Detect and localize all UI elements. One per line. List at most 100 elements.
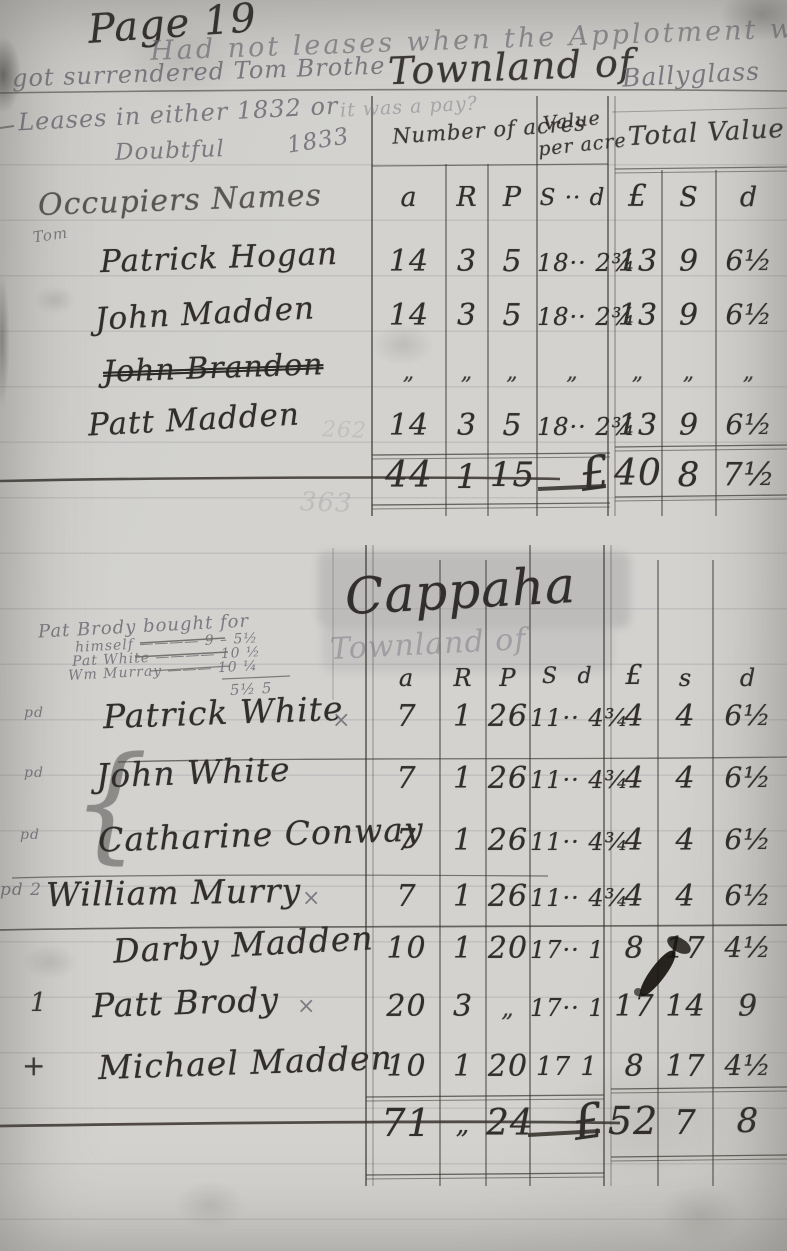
cell-perches: 20 (487, 1049, 529, 1084)
cell-perches: 5 (502, 244, 523, 279)
cell-roods: 3 (456, 408, 478, 443)
cell-acres: 14 (388, 244, 430, 279)
cell-pence-ditto: „ (742, 360, 756, 385)
occupier-name: John White (95, 749, 292, 796)
cross-mark: × (297, 994, 317, 1019)
cell-pence: 6½ (724, 823, 772, 856)
total-perches: 15 (489, 455, 536, 495)
unit-letter-p: P (502, 182, 523, 213)
cell-acres: 7 (396, 879, 417, 914)
cell-pence: 9 (737, 989, 759, 1024)
cell-perches: 20 (487, 931, 529, 966)
cell-shillings: 4 (675, 761, 696, 796)
cell-shillings: 4 (675, 823, 696, 858)
cell-pence: 6½ (724, 761, 772, 794)
ink-blot (634, 988, 642, 996)
erasure-smudge (322, 626, 612, 672)
unit-letter-r: R (453, 664, 473, 692)
cell-pounds-ditto: „ (631, 360, 645, 385)
cell-shillings-ditto: „ (682, 360, 696, 385)
cell-pence: 4½ (724, 931, 772, 964)
margin-brace: { (72, 730, 150, 877)
unit-letter-d: d (739, 182, 759, 213)
paid-mark: pd (20, 827, 40, 843)
cell-rate: 17 1 (536, 1052, 598, 1082)
cell-perches: 26 (487, 761, 529, 796)
cell-rate: 11·· 4¾ (530, 766, 629, 794)
col-header-total-value: Total Value (627, 113, 786, 153)
total-acres: 71 (381, 1101, 432, 1145)
townland-label: Townland of (387, 40, 635, 94)
total-roods-ditto: „ (455, 1110, 471, 1140)
cell-perches: 26 (487, 823, 529, 858)
cell-acres: 20 (386, 989, 427, 1024)
paid-mark: pd 2 (0, 880, 42, 900)
unit-letter-a: a (398, 664, 415, 692)
cell-shillings: 9 (678, 408, 700, 443)
cell-rate: 17·· 1 (530, 994, 605, 1022)
unit-letter-s2: s (678, 664, 693, 692)
unit-letter-s: S (541, 664, 559, 689)
cell-acres: 10 (386, 931, 427, 966)
unit-letter-s: S (679, 182, 699, 213)
cell-pounds: 4 (624, 699, 645, 734)
cell-pounds: 8 (624, 931, 645, 966)
cell-pence: 6½ (724, 699, 772, 732)
unit-letter-a: a (400, 182, 418, 213)
cell-roods: 1 (452, 1049, 474, 1084)
cell-perches-ditto: „ (506, 360, 519, 385)
erasure-smudge (318, 552, 630, 628)
cell-shillings: 17 (665, 1049, 706, 1084)
cell-pounds: 13 (617, 298, 659, 333)
occupier-name: Patrick White (102, 688, 345, 737)
cross-mark: × (302, 886, 322, 911)
paid-mark: pd (24, 705, 44, 721)
total-pence: 8 (736, 1101, 760, 1141)
unit-letter-d: d (577, 664, 593, 689)
occupier-name-struck: John Brandon (102, 347, 324, 390)
cell-rate: 18·· 2¾ (537, 413, 636, 441)
cell-acres: 7 (396, 823, 417, 858)
unit-letter-d2: d (739, 664, 757, 692)
cell-pence: 4½ (724, 1049, 772, 1082)
cell-pounds: 17 (614, 989, 655, 1024)
plus-mark: + (22, 1049, 47, 1082)
cell-rate: 11·· 4¾ (530, 828, 629, 856)
cell-roods-ditto: „ (460, 360, 474, 385)
cell-pounds: 13 (617, 244, 659, 279)
cell-perches: 5 (502, 408, 523, 443)
cell-rate: 11·· 4¾ (530, 884, 629, 912)
cell-pounds: 4 (624, 879, 645, 914)
unit-letter-pound: £ (625, 660, 644, 691)
unit-letter-pound: £ (627, 179, 649, 214)
unit-letter-p: P (499, 664, 517, 692)
occupier-name: William Murry (45, 870, 302, 915)
pencil-doubtful: Doubtful (114, 136, 226, 166)
cell-acres-ditto: „ (402, 360, 416, 385)
cell-pounds: 4 (624, 761, 645, 796)
total-acres: 44 (385, 455, 433, 496)
cell-shillings: 4 (675, 879, 696, 914)
total-shillings: 7 (674, 1103, 697, 1143)
cell-roods: 3 (456, 244, 478, 279)
cell-acres: 14 (388, 408, 430, 443)
total-pence: 7½ (722, 455, 776, 493)
townland-name-cappaha: Cappaha (343, 555, 578, 627)
cell-pounds: 8 (624, 1049, 645, 1084)
total-roods: 1 (455, 457, 479, 497)
cell-roods: 1 (452, 879, 474, 914)
total-pounds: 52 (608, 1099, 659, 1143)
cross-mark: × (332, 708, 352, 733)
cell-roods: 1 (452, 931, 474, 966)
cell-pence: 6½ (725, 298, 773, 331)
total-shillings: 8 (677, 455, 701, 495)
cell-rate-ditto: „ (566, 360, 579, 385)
unit-letter-sd: S ·· d (539, 185, 606, 211)
cell-pounds: 13 (617, 408, 659, 443)
cell-shillings: 14 (665, 989, 706, 1024)
cell-rate: 11·· 4¾ (530, 704, 629, 732)
cell-acres: 14 (388, 298, 430, 333)
total-pounds: 40 (614, 453, 662, 494)
cell-perches: 26 (487, 879, 529, 914)
